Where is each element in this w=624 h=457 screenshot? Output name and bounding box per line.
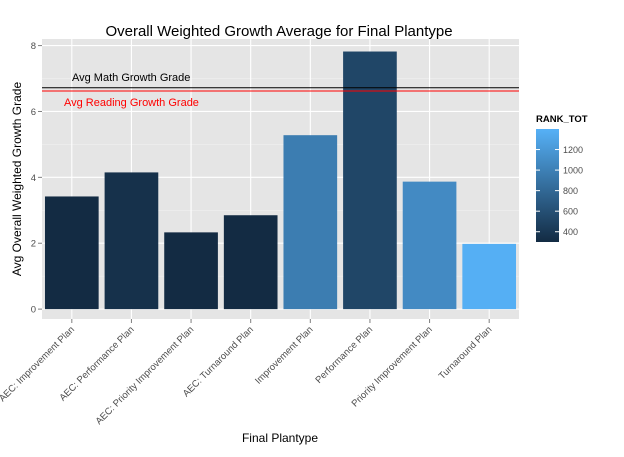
- x-tick-label: Performance Plan: [314, 324, 376, 386]
- reference-line-label: Avg Math Growth Grade: [72, 72, 190, 84]
- chart-title: Overall Weighted Growth Average for Fina…: [105, 23, 452, 40]
- x-tick-label: Improvement Plan: [253, 324, 315, 386]
- legend-ticks: 400 600 800 1000 1200: [536, 145, 583, 237]
- legend-colorbar: [536, 129, 559, 242]
- bar: [44, 196, 99, 310]
- x-axis-title: Final Plantype: [242, 431, 318, 445]
- bar: [223, 215, 278, 310]
- reference-lines: Avg Math Growth Grade Avg Reading Growth …: [42, 72, 519, 109]
- x-tick-label: AEC: Priority Improvement Plan: [94, 324, 197, 427]
- legend-tick-label: 600: [563, 207, 578, 217]
- legend-tick-label: 1000: [563, 166, 583, 176]
- y-tick-label: 8: [31, 41, 36, 52]
- bar: [462, 243, 517, 310]
- legend: RANK_TOT 400 600 800 1000 1200: [536, 114, 588, 242]
- y-tick-label: 2: [31, 239, 36, 250]
- bar: [402, 181, 457, 310]
- y-axis-title: Avg Overall Weighted Growth Grade: [10, 82, 24, 277]
- bar: [164, 232, 218, 310]
- y-tick-label: 0: [31, 305, 36, 316]
- bars: [44, 51, 517, 310]
- bar: [343, 51, 397, 310]
- y-tick-label: 6: [31, 107, 36, 118]
- legend-title: RANK_TOT: [536, 114, 588, 125]
- y-axis-ticks: 0 2 4 6 8: [31, 41, 42, 316]
- bar: [283, 135, 338, 310]
- bar: [104, 172, 159, 310]
- legend-tick-label: 400: [563, 227, 578, 237]
- x-tick-label: Turnaround Plan: [437, 324, 495, 382]
- reference-line-label: Avg Reading Growth Grade: [64, 97, 199, 109]
- legend-tick-label: 800: [563, 186, 578, 196]
- legend-tick-label: 1200: [563, 145, 583, 155]
- y-tick-label: 4: [31, 173, 36, 184]
